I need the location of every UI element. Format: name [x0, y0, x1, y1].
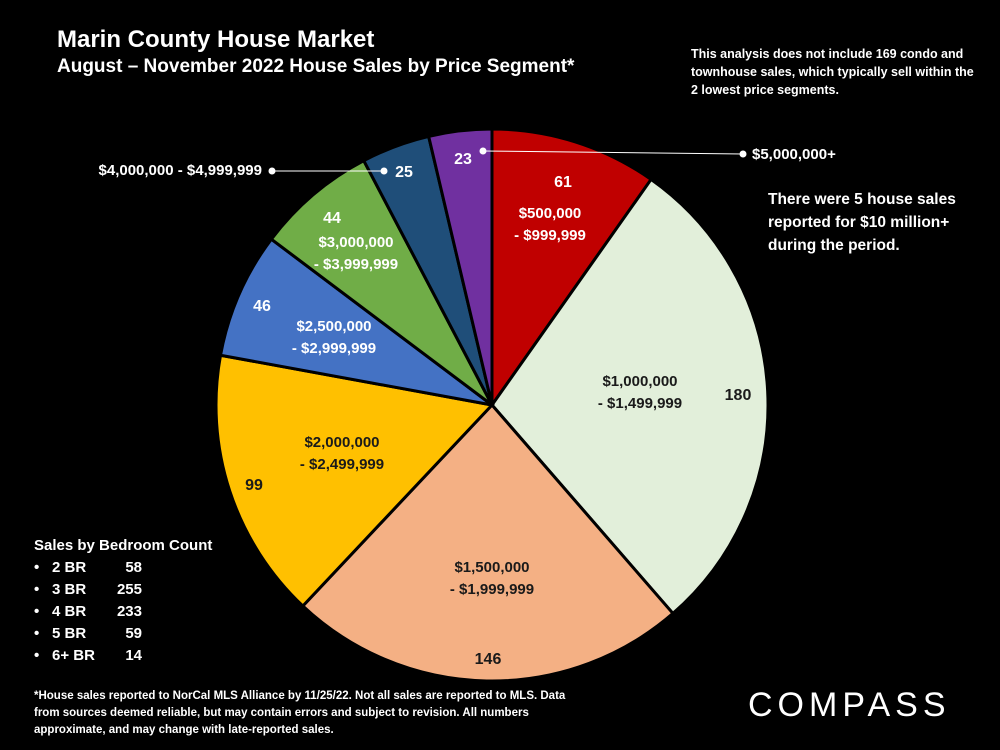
- leader-dot: [380, 167, 388, 175]
- bedroom-count-list: Sales by Bedroom Count • 2 BR 58 • 3 BR 255 • 4…: [34, 537, 212, 667]
- bedroom-label: 4 BR: [52, 603, 87, 620]
- compass-logo: COMPASS: [748, 686, 951, 724]
- bedroom-row: • 2 BR 58: [34, 557, 212, 579]
- leader-dot: [739, 150, 747, 158]
- bullet-icon: •: [34, 581, 40, 598]
- bedroom-value: 58: [125, 559, 142, 576]
- bullet-icon: •: [34, 559, 40, 576]
- pie-slice-3m-4m: [269, 158, 494, 407]
- slice-value-label: 61: [554, 174, 572, 191]
- leader-dot: [268, 167, 276, 175]
- pie-slice-500k-999k: [490, 127, 654, 410]
- slice-value-label: 46: [253, 298, 271, 315]
- condo-note: This analysis does not include 169 condo…: [691, 47, 974, 97]
- bedroom-label: 6+ BR: [52, 647, 95, 664]
- pie-slice-5m-plus: [426, 127, 494, 406]
- leader-line: [482, 150, 744, 155]
- slice-value-label: 99: [245, 477, 263, 494]
- slice-category-label: $4,000,000 - $4,999,999: [99, 162, 262, 179]
- slice-category-label: $2,000,000- $2,499,999: [300, 434, 384, 473]
- bedroom-label: 5 BR: [52, 625, 87, 642]
- pie-slice-2-5m-3m: [218, 237, 493, 407]
- bedroom-row: • 3 BR 255: [34, 579, 212, 601]
- slice-category-label: $500,000- $999,999: [514, 205, 586, 244]
- slice-category-label: $2,500,000- $2,999,999: [292, 318, 376, 357]
- bedroom-row: • 6+ BR 14: [34, 645, 212, 667]
- bedroom-value: 233: [116, 603, 142, 620]
- bullet-icon: •: [34, 625, 40, 642]
- bedroom-label: 2 BR: [52, 559, 87, 576]
- slice-value-label: 180: [725, 387, 752, 404]
- pie-slice-1m-1-5m: [490, 177, 770, 616]
- slice-value-label: 23: [454, 151, 472, 168]
- bedroom-value: 255: [116, 581, 142, 598]
- bedroom-value: 59: [125, 625, 142, 642]
- slice-category-label: $3,000,000- $3,999,999: [314, 234, 398, 273]
- bedroom-value: 14: [125, 647, 142, 664]
- slice-category-label: $5,000,000+: [752, 146, 836, 163]
- footnote: *House sales reported to NorCal MLS Alli…: [34, 690, 566, 736]
- bedroom-row: • 4 BR 233: [34, 601, 212, 623]
- slice-value-label: 146: [475, 651, 502, 668]
- slice-value-label: 25: [395, 164, 413, 181]
- page-subtitle: August – November 2022 House Sales by Pr…: [57, 56, 575, 77]
- bullet-icon: •: [34, 603, 40, 620]
- slice-category-label: $1,500,000- $1,999,999: [450, 559, 534, 598]
- page-title: Marin County House Market: [57, 26, 375, 53]
- slice-category-label: $1,000,000- $1,499,999: [598, 373, 682, 412]
- bedroom-label: 3 BR: [52, 581, 87, 598]
- bullet-icon: •: [34, 647, 40, 664]
- leader-dot: [479, 147, 487, 155]
- bedroom-count-title: Sales by Bedroom Count: [34, 537, 213, 554]
- slice-value-label: 44: [323, 210, 341, 227]
- bedroom-row: • 5 BR 59: [34, 623, 212, 645]
- pie-slice-1-5m-2m: [300, 402, 676, 683]
- ten-million-note: There were 5 house sales reported for $1…: [768, 191, 956, 254]
- pie-slice-2m-2-5m: [214, 353, 495, 609]
